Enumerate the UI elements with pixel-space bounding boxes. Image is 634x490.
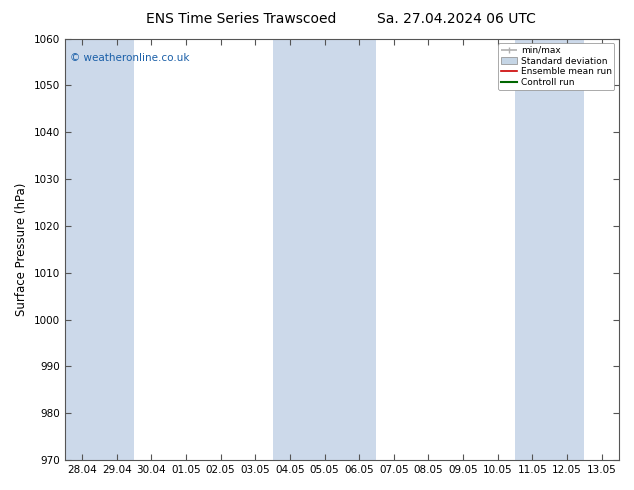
Text: Sa. 27.04.2024 06 UTC: Sa. 27.04.2024 06 UTC	[377, 12, 536, 26]
Legend: min/max, Standard deviation, Ensemble mean run, Controll run: min/max, Standard deviation, Ensemble me…	[498, 43, 614, 90]
Bar	[273, 39, 307, 460]
Bar	[550, 39, 585, 460]
Bar	[100, 39, 134, 460]
Bar	[307, 39, 342, 460]
Bar	[342, 39, 377, 460]
Bar	[65, 39, 100, 460]
Y-axis label: Surface Pressure (hPa): Surface Pressure (hPa)	[15, 183, 28, 316]
Bar	[515, 39, 550, 460]
Text: © weatheronline.co.uk: © weatheronline.co.uk	[70, 53, 190, 63]
Text: ENS Time Series Trawscoed: ENS Time Series Trawscoed	[146, 12, 336, 26]
